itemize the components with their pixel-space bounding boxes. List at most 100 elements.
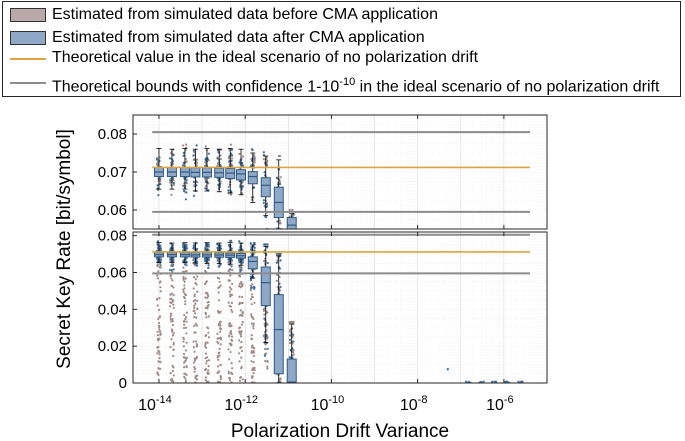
data-point xyxy=(227,370,230,373)
data-point xyxy=(157,360,160,363)
data-point xyxy=(183,280,186,283)
data-point xyxy=(170,313,173,316)
data-point xyxy=(168,268,172,272)
data-point xyxy=(292,334,295,337)
data-point xyxy=(241,295,244,299)
data-point xyxy=(185,269,188,273)
data-point xyxy=(184,318,187,321)
data-point xyxy=(157,194,160,197)
data-point xyxy=(219,327,222,330)
box xyxy=(260,266,271,307)
data-point xyxy=(219,310,222,313)
data-point xyxy=(157,339,160,342)
data-point xyxy=(170,377,174,381)
data-point xyxy=(252,361,255,364)
data-point xyxy=(230,362,233,365)
data-point xyxy=(239,333,242,336)
data-point xyxy=(279,259,282,262)
data-point xyxy=(203,269,207,273)
data-point xyxy=(231,268,234,272)
data-point xyxy=(185,366,188,369)
data-point xyxy=(263,322,266,325)
data-point xyxy=(156,277,159,280)
data-point xyxy=(184,277,187,280)
data-point xyxy=(228,290,231,293)
data-point xyxy=(183,320,186,323)
data-point xyxy=(227,189,230,192)
data-point xyxy=(217,299,221,302)
data-point xyxy=(252,317,255,320)
data-point xyxy=(194,312,197,315)
data-point xyxy=(278,289,281,292)
data-point xyxy=(156,240,160,243)
legend: Estimated from simulated data before CMA… xyxy=(2,1,681,97)
data-point xyxy=(265,243,268,246)
data-point xyxy=(252,285,256,289)
data-point xyxy=(238,326,242,329)
data-point xyxy=(159,333,162,336)
data-point xyxy=(216,337,219,340)
y-axis-label: Secret Key Rate [bit/symbol] xyxy=(54,129,75,369)
y-tick-label: 0.06 xyxy=(98,202,127,219)
data-point xyxy=(250,322,253,325)
data-point xyxy=(288,356,291,359)
data-point xyxy=(172,177,175,180)
data-point xyxy=(251,296,254,299)
data-point xyxy=(230,338,233,341)
x-tick-label: 10-14 xyxy=(138,394,172,414)
data-point xyxy=(241,320,244,324)
data-point xyxy=(253,156,256,159)
data-point xyxy=(250,350,253,353)
data-point xyxy=(157,321,161,325)
data-point xyxy=(253,186,256,189)
data-point xyxy=(263,307,266,310)
box xyxy=(247,256,258,270)
data-point xyxy=(169,293,172,296)
data-point xyxy=(219,284,222,287)
data-point xyxy=(291,208,294,212)
data-point xyxy=(249,278,253,281)
data-point xyxy=(253,368,256,372)
data-point xyxy=(238,330,241,333)
data-point xyxy=(239,376,242,379)
data-point xyxy=(241,314,244,318)
data-point xyxy=(158,350,161,354)
data-point xyxy=(184,303,187,306)
data-point xyxy=(172,380,175,383)
data-point xyxy=(262,151,265,154)
data-point xyxy=(159,360,162,363)
data-point xyxy=(172,306,175,309)
data-point xyxy=(169,315,172,318)
data-point xyxy=(182,326,186,330)
data-point xyxy=(227,261,230,264)
data-point xyxy=(207,369,210,372)
data-point xyxy=(216,149,220,152)
legend-item-after: Estimated from simulated data after CMA … xyxy=(3,28,680,50)
data-point xyxy=(276,285,279,289)
data-point xyxy=(217,358,220,361)
legend-swatch-after xyxy=(10,31,46,45)
data-point xyxy=(250,164,253,167)
data-point xyxy=(250,346,254,349)
data-point xyxy=(227,358,231,361)
data-point xyxy=(184,372,187,375)
data-point xyxy=(219,182,222,185)
data-point xyxy=(171,299,174,302)
data-point xyxy=(219,163,222,167)
data-point xyxy=(192,361,195,364)
data-point xyxy=(182,366,186,369)
data-point xyxy=(227,243,231,247)
data-point xyxy=(289,328,292,331)
data-point xyxy=(263,342,267,345)
data-point xyxy=(193,184,196,187)
data-point xyxy=(169,260,172,263)
data-point xyxy=(262,158,265,161)
data-point xyxy=(251,316,254,319)
data-point xyxy=(204,311,207,314)
data-point xyxy=(238,261,241,264)
data-point xyxy=(250,275,253,278)
data-point xyxy=(169,345,172,349)
data-point xyxy=(218,330,222,333)
data-point xyxy=(172,341,175,344)
data-point xyxy=(262,201,265,205)
